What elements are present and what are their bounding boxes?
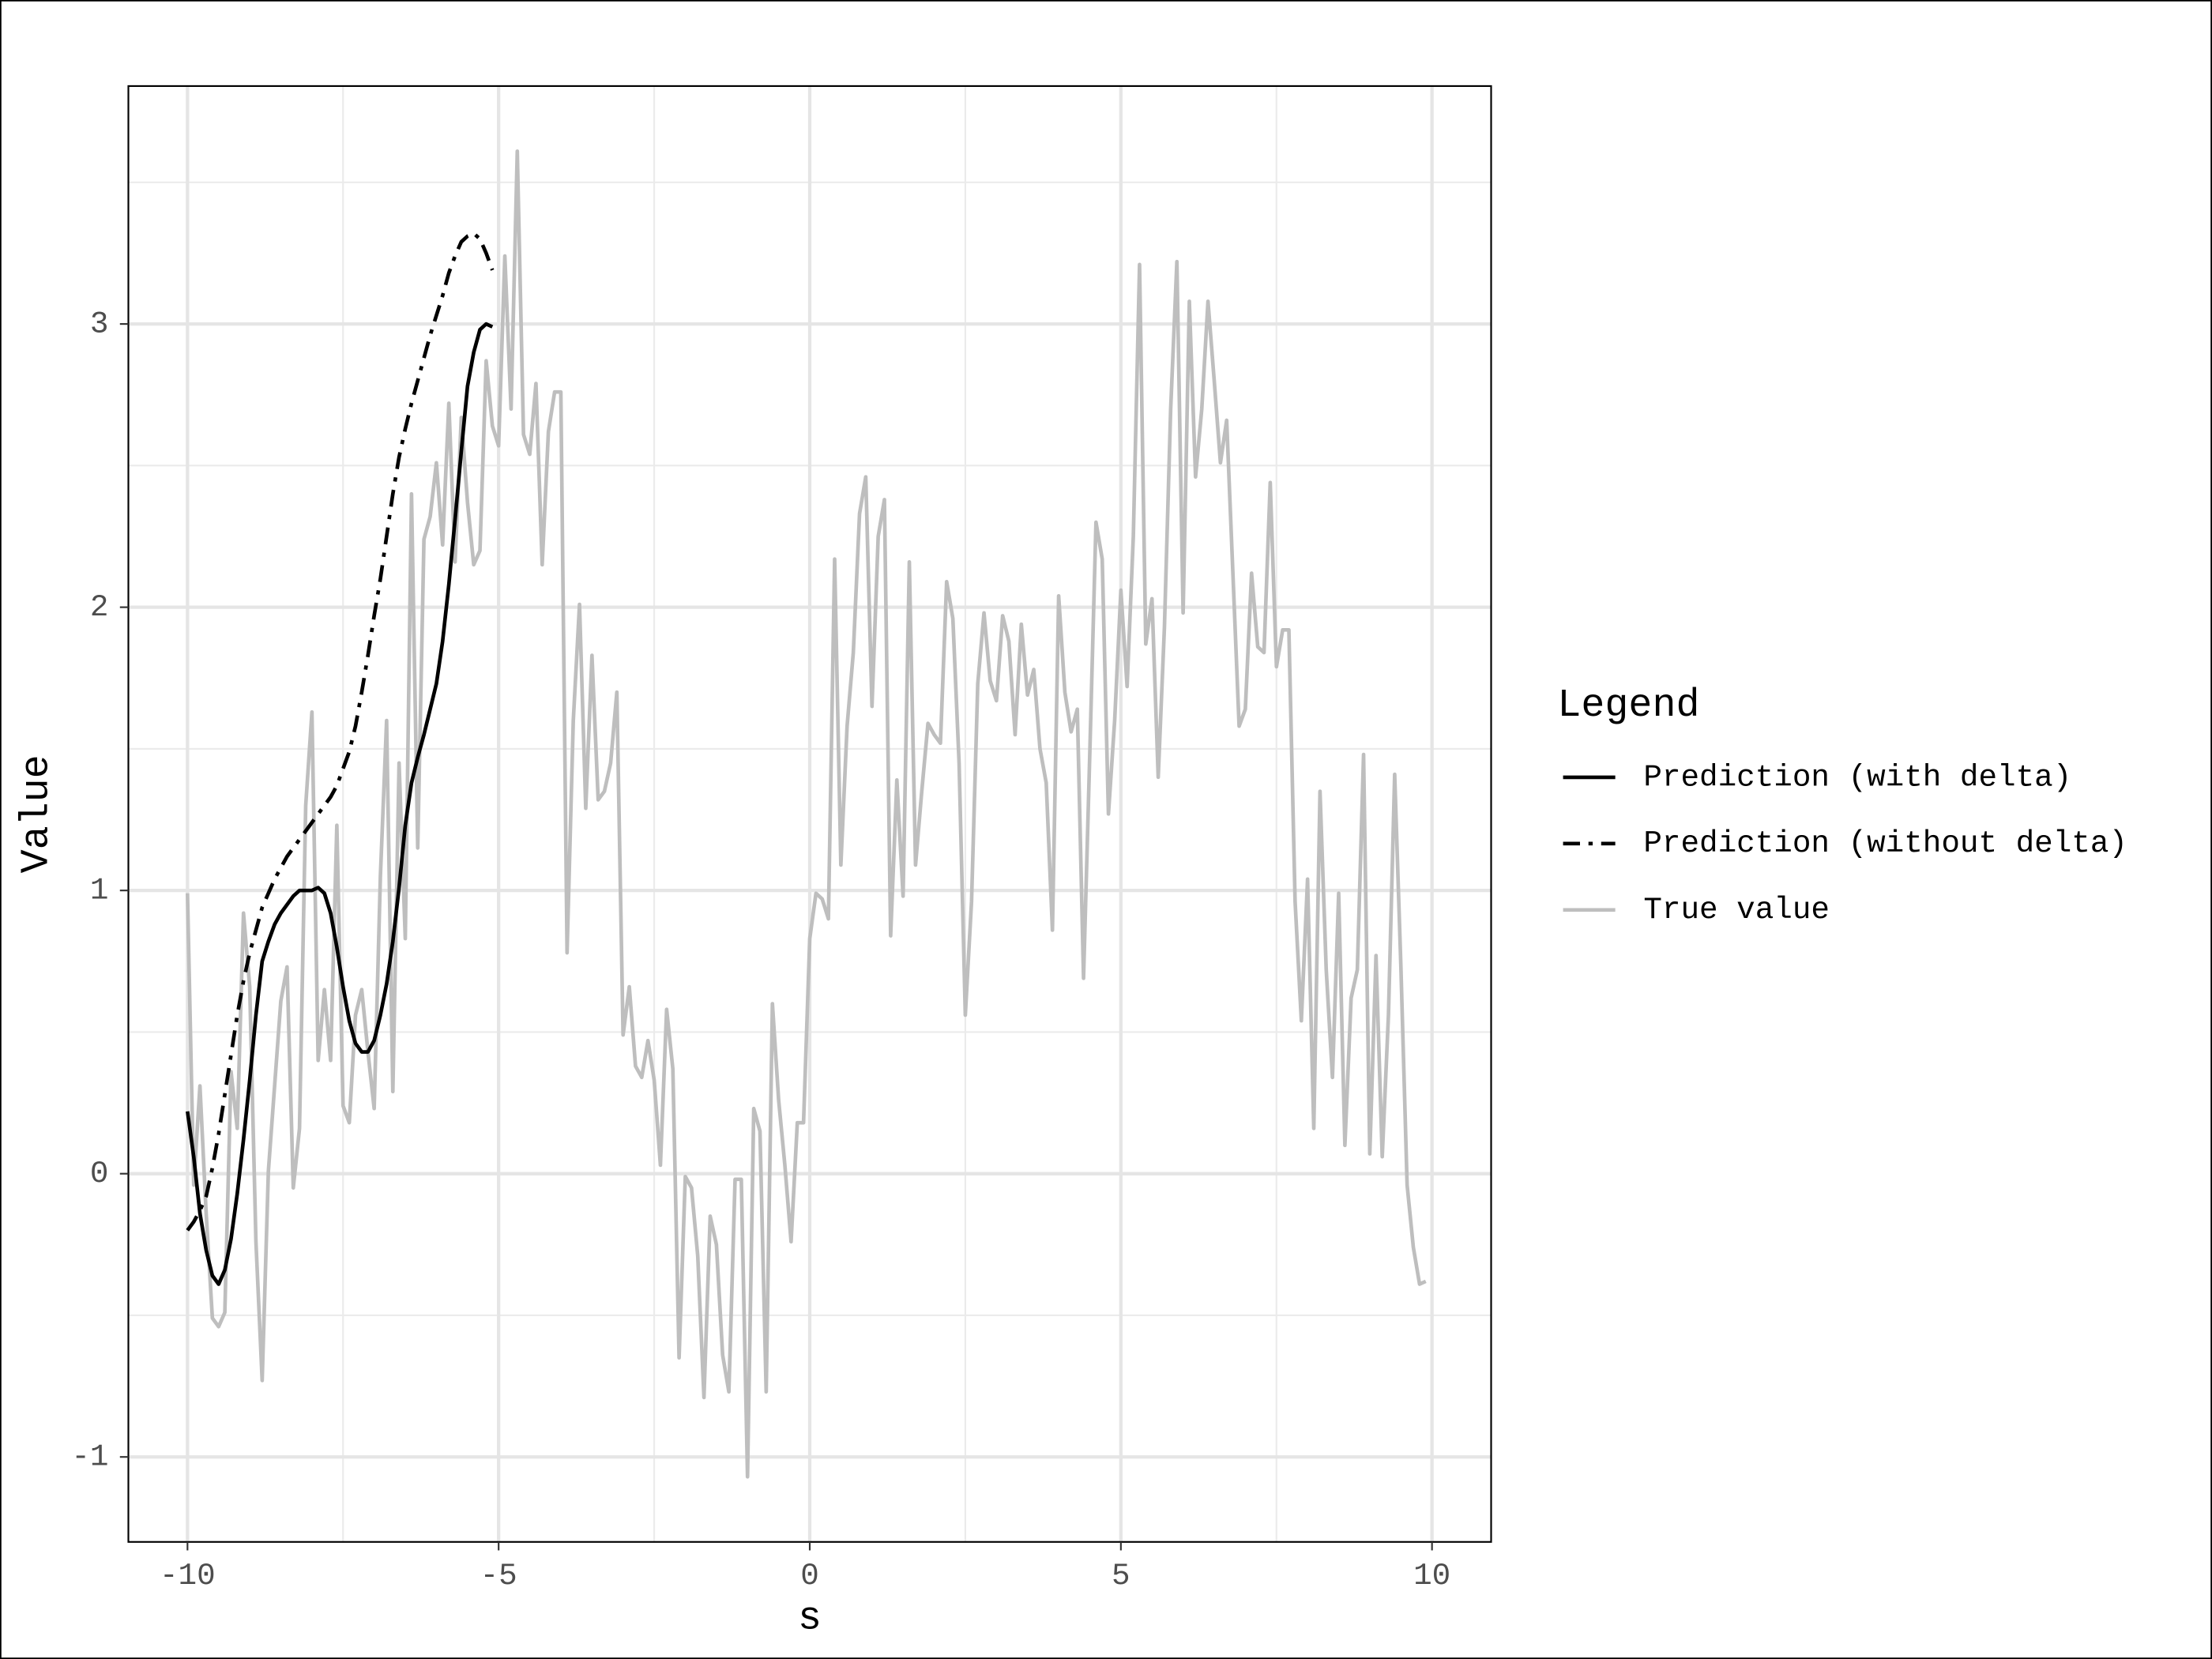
grid [128,85,1492,1542]
series-line [186,322,494,1286]
x-tick-label: 0 [800,1558,819,1593]
legend-title: Legend [1557,683,1699,728]
y-tick-label: 0 [90,1156,109,1191]
x-axis-title: s [798,1596,822,1641]
legend-label: True value [1643,892,1830,927]
legend-label: Prediction (with delta) [1643,759,2071,795]
y-axis-title: Value [15,754,60,873]
x-tick-label: 10 [1413,1558,1450,1593]
series-line [186,149,1427,1479]
lines [186,149,1427,1479]
x-tick-label: -10 [160,1558,216,1593]
y-tick-label: 3 [90,306,109,341]
series-line [186,231,495,1232]
legend: Legend Prediction (with delta) Prediction… [1557,683,2127,927]
y-tick-label: -1 [71,1439,108,1475]
y-tick-label: 2 [90,589,109,625]
x-tick-label: 5 [1112,1558,1130,1593]
x-tick-label: -5 [480,1558,517,1593]
legend-label: Prediction (without delta) [1643,826,2127,861]
y-tick-label: 1 [90,873,109,908]
